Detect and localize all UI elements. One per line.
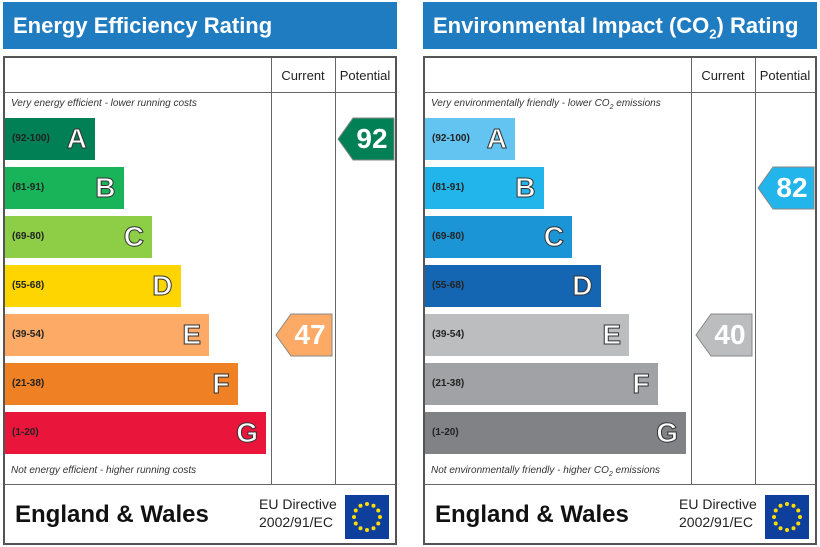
band-range: (92-100) [432, 133, 470, 144]
band-range: (21-38) [12, 378, 45, 389]
band-letter: A [486, 123, 507, 155]
column-potential: Potential [339, 68, 391, 83]
band-d: (55-68) D [5, 265, 181, 307]
band-f: (21-38) F [425, 363, 658, 405]
band-letter: C [123, 221, 144, 253]
band-range: (1-20) [432, 427, 459, 438]
potential-rating-value: 82 [776, 172, 808, 203]
band-c: (69-80) C [5, 216, 152, 258]
column-potential: Potential [759, 68, 811, 83]
eu-directive-label: EU Directive 2002/91/EC [679, 496, 757, 530]
band-a: (92-100) A [425, 118, 515, 160]
potential-rating-arrow: 92 [337, 117, 395, 161]
band-e: (39-54) E [425, 314, 629, 356]
current-rating-value: 47 [294, 319, 326, 350]
current-rating-arrow: 47 [275, 313, 333, 357]
top-note: Very environmentally friendly - lower CO… [431, 98, 661, 111]
band-f: (21-38) F [5, 363, 238, 405]
bottom-note: Not environmentally friendly - higher CO… [431, 465, 661, 478]
energy-efficiency-panel: Energy Efficiency Rating Current Potenti… [3, 0, 397, 545]
region-label: England & Wales [435, 501, 629, 528]
region-label: England & Wales [15, 501, 209, 528]
band-letter: E [602, 319, 622, 351]
bottom-note: Not energy efficient - higher running co… [11, 465, 197, 476]
band-range: (1-20) [12, 427, 39, 438]
band-range: (55-68) [12, 280, 45, 291]
band-range: (21-38) [432, 378, 465, 389]
band-b: (81-91) B [425, 167, 544, 209]
panel-title: Environmental Impact (CO2) Rating [423, 2, 817, 49]
chart-frame: Current Potential Very energy efficient … [3, 56, 397, 545]
band-d: (55-68) D [425, 265, 601, 307]
current-rating-value: 40 [714, 319, 746, 350]
band-letter: G [656, 417, 679, 449]
band-e: (39-54) E [5, 314, 209, 356]
band-range: (39-54) [432, 329, 465, 340]
eu-directive-label: EU Directive 2002/91/EC [259, 496, 337, 530]
band-g: (1-20) G [5, 412, 266, 454]
band-letter: F [212, 368, 230, 400]
band-range: (81-91) [432, 182, 465, 193]
band-range: (69-80) [432, 231, 465, 242]
band-letter: E [182, 319, 202, 351]
eu-flag-icon [765, 495, 809, 539]
column-current: Current [281, 68, 325, 83]
panel-title: Energy Efficiency Rating [3, 2, 397, 49]
band-letter: A [66, 123, 87, 155]
band-letter: B [95, 172, 116, 204]
band-letter: G [236, 417, 259, 449]
current-rating-arrow: 40 [695, 313, 753, 357]
band-letter: D [152, 270, 173, 302]
band-range: (69-80) [12, 231, 45, 242]
potential-rating-value: 92 [356, 123, 388, 154]
band-b: (81-91) B [5, 167, 124, 209]
top-note: Very energy efficient - lower running co… [11, 98, 197, 109]
environmental-impact-panel: Environmental Impact (CO2) Rating Curren… [423, 0, 817, 545]
column-current: Current [701, 68, 745, 83]
potential-rating-arrow: 82 [757, 166, 815, 210]
band-a: (92-100) A [5, 118, 95, 160]
band-range: (81-91) [12, 182, 45, 193]
band-c: (69-80) C [425, 216, 572, 258]
band-range: (55-68) [432, 280, 465, 291]
band-letter: D [572, 270, 593, 302]
band-range: (39-54) [12, 329, 45, 340]
eu-flag-icon [345, 495, 389, 539]
band-letter: B [515, 172, 536, 204]
band-range: (92-100) [12, 133, 50, 144]
band-g: (1-20) G [425, 412, 686, 454]
band-letter: C [543, 221, 564, 253]
chart-frame: Current Potential Very environmentally f… [423, 56, 817, 545]
band-letter: F [632, 368, 650, 400]
